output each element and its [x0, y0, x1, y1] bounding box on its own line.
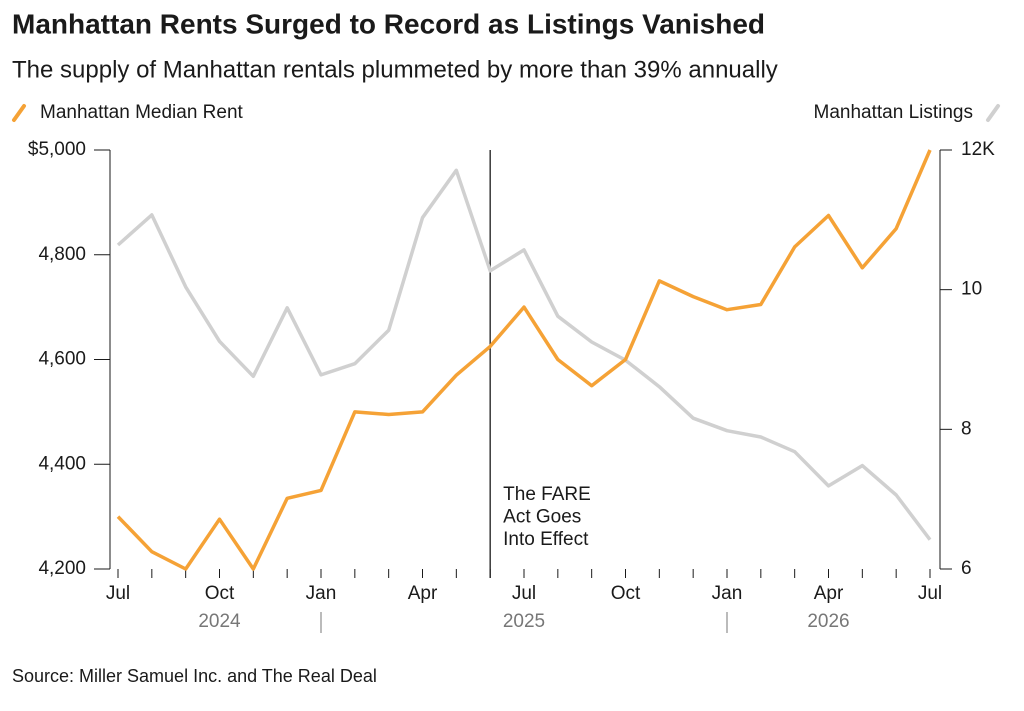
annotation: Act Goes — [503, 507, 581, 528]
x-tick-label: Apr — [814, 583, 844, 604]
x-tick-label: Jul — [512, 583, 536, 604]
chart-title: Manhattan Rents Surged to Record as List… — [12, 8, 765, 39]
y-tick-label: 4,600 — [38, 349, 86, 370]
x-tick-label: Jul — [918, 583, 942, 604]
chart-subtitle: The supply of Manhattan rentals plummete… — [12, 56, 778, 83]
y2-tick-label: 12K — [961, 139, 995, 160]
x-tick-label: Oct — [205, 583, 235, 604]
x-tick-label: Jul — [106, 583, 130, 604]
legend-label: Manhattan Median Rent — [40, 102, 244, 123]
annotation: The FARE — [503, 484, 591, 505]
y2-tick-label: 10 — [961, 279, 982, 300]
x-tick-label: Oct — [611, 583, 641, 604]
series-line — [116, 168, 932, 541]
series-line — [116, 149, 932, 571]
annotation: Into Effect — [503, 529, 589, 550]
y2-tick-label: 6 — [961, 558, 972, 579]
y-tick-label: $5,000 — [28, 139, 86, 160]
y-tick-label: 4,800 — [38, 244, 86, 265]
source: Source: Miller Samuel Inc. and The Real … — [12, 666, 377, 686]
legend-label: Manhattan Listings — [814, 102, 974, 123]
legend-swatch — [12, 104, 26, 122]
y-tick-label: 4,400 — [38, 453, 86, 474]
y2-tick-label: 8 — [961, 418, 972, 439]
x-tick-label: Jan — [712, 583, 743, 604]
y-tick-label: 4,200 — [38, 558, 86, 579]
x-tick-label: Apr — [408, 583, 438, 604]
year-label: 2026 — [807, 611, 849, 632]
x-tick-label: Jan — [306, 583, 337, 604]
year-label: 2025 — [503, 611, 545, 632]
year-label: 2024 — [198, 611, 241, 632]
legend-swatch — [986, 104, 1000, 122]
